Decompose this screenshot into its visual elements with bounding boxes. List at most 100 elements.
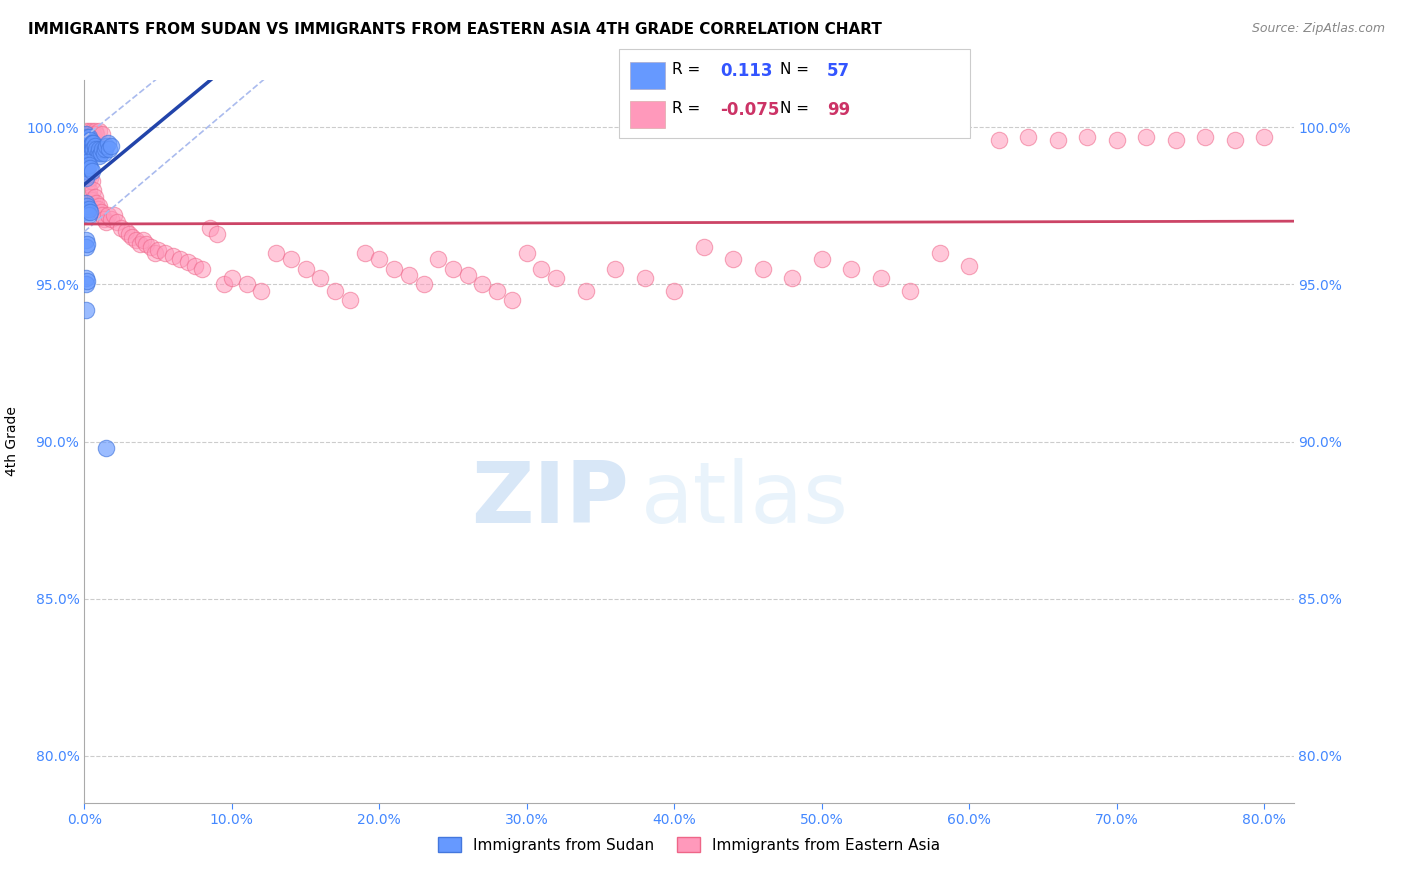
Point xyxy=(169,252,191,267)
Point xyxy=(382,261,405,276)
Point xyxy=(75,133,97,147)
Point xyxy=(75,202,97,216)
Point xyxy=(94,142,117,156)
Point xyxy=(91,142,114,156)
Point xyxy=(898,284,921,298)
Text: N =: N = xyxy=(780,101,810,116)
Point xyxy=(83,145,105,160)
Point xyxy=(176,255,198,269)
Point xyxy=(75,302,97,317)
Point xyxy=(486,284,509,298)
Point xyxy=(125,234,148,248)
Point xyxy=(143,246,166,260)
Point xyxy=(605,261,627,276)
Text: -0.075: -0.075 xyxy=(720,101,779,119)
Point xyxy=(928,246,950,260)
Y-axis label: 4th Grade: 4th Grade xyxy=(4,407,18,476)
Point xyxy=(339,293,361,308)
Point xyxy=(83,139,105,153)
Point xyxy=(76,205,98,219)
Point xyxy=(1046,133,1069,147)
Point xyxy=(132,234,155,248)
Point xyxy=(516,246,538,260)
Point xyxy=(1194,129,1216,144)
Point xyxy=(77,149,100,163)
Point xyxy=(441,261,464,276)
Text: IMMIGRANTS FROM SUDAN VS IMMIGRANTS FROM EASTERN ASIA 4TH GRADE CORRELATION CHAR: IMMIGRANTS FROM SUDAN VS IMMIGRANTS FROM… xyxy=(28,22,882,37)
Text: 57: 57 xyxy=(827,62,849,80)
Point xyxy=(1076,129,1098,144)
Point xyxy=(869,271,891,285)
Point xyxy=(105,214,128,228)
Point xyxy=(368,252,391,267)
Point xyxy=(87,123,110,137)
Point xyxy=(75,271,97,285)
Point xyxy=(575,284,598,298)
Point xyxy=(93,211,115,226)
Text: atlas: atlas xyxy=(641,458,849,541)
Point xyxy=(79,205,101,219)
Point xyxy=(114,224,136,238)
Point xyxy=(398,268,420,282)
Point xyxy=(96,214,118,228)
Point xyxy=(90,205,112,219)
Point xyxy=(1164,133,1187,147)
Point xyxy=(97,136,120,150)
Point xyxy=(86,202,108,216)
Point xyxy=(146,243,169,257)
Point xyxy=(75,240,97,254)
Point xyxy=(135,236,157,251)
Point xyxy=(77,158,100,172)
Point xyxy=(75,139,97,153)
Point xyxy=(87,199,110,213)
Point xyxy=(83,123,105,137)
Point xyxy=(96,441,118,455)
Point xyxy=(780,271,803,285)
Point xyxy=(264,246,287,260)
Point xyxy=(98,142,121,156)
Text: R =: R = xyxy=(672,62,700,78)
Text: N =: N = xyxy=(780,62,810,78)
Point xyxy=(987,133,1010,147)
Point xyxy=(162,249,184,263)
Point xyxy=(664,284,686,298)
Point xyxy=(79,127,101,141)
Point xyxy=(100,139,122,153)
Point xyxy=(191,261,214,276)
Point xyxy=(721,252,744,267)
Point xyxy=(110,221,132,235)
Point xyxy=(77,183,100,197)
Point xyxy=(100,211,122,226)
Point xyxy=(79,170,101,185)
Point xyxy=(457,268,479,282)
Legend: Immigrants from Sudan, Immigrants from Eastern Asia: Immigrants from Sudan, Immigrants from E… xyxy=(430,829,948,860)
Point xyxy=(80,164,103,178)
Point xyxy=(79,145,101,160)
Point xyxy=(76,129,98,144)
Point xyxy=(205,227,228,242)
Point xyxy=(117,227,139,242)
Point xyxy=(87,142,110,156)
Point xyxy=(77,123,100,137)
Point xyxy=(839,261,862,276)
Point xyxy=(309,271,332,285)
Point xyxy=(96,139,118,153)
Point xyxy=(76,149,98,163)
Text: Source: ZipAtlas.com: Source: ZipAtlas.com xyxy=(1251,22,1385,36)
Point xyxy=(80,142,103,156)
Point xyxy=(1223,133,1246,147)
Point xyxy=(957,259,980,273)
Point xyxy=(79,133,101,147)
Point xyxy=(353,246,375,260)
Point xyxy=(501,293,523,308)
Point xyxy=(75,152,97,166)
Point xyxy=(93,145,115,160)
Point xyxy=(75,152,97,166)
Point xyxy=(86,145,108,160)
Point xyxy=(198,221,221,235)
Text: R =: R = xyxy=(672,101,700,116)
Text: 99: 99 xyxy=(827,101,851,119)
Point xyxy=(221,271,243,285)
Point xyxy=(75,123,97,137)
Point xyxy=(84,195,107,210)
